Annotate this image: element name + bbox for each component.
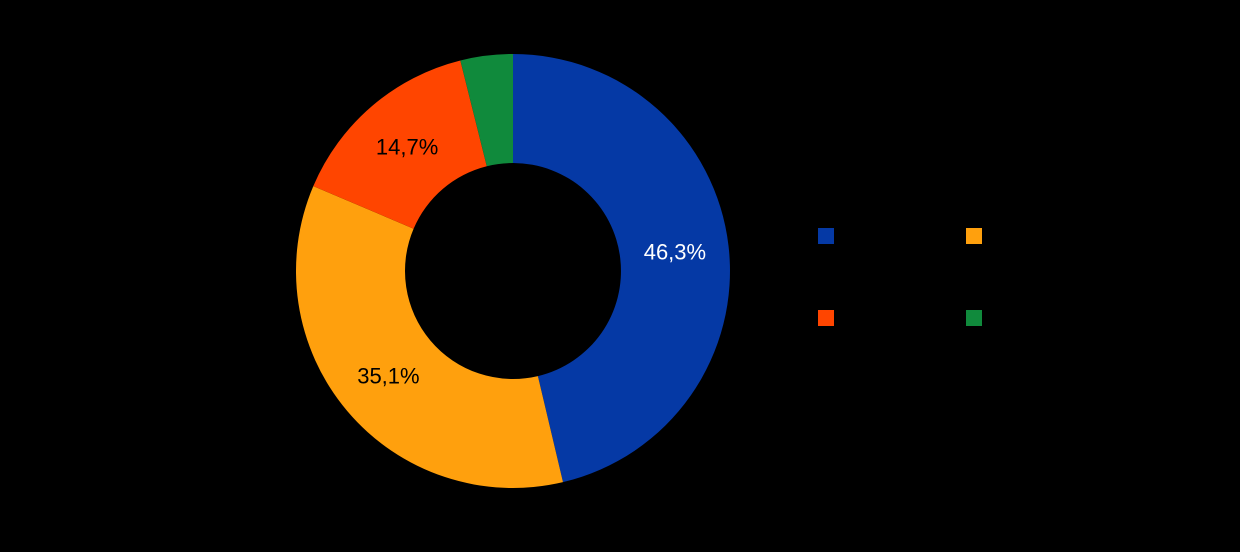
donut-slice-1 [513,54,730,483]
legend-swatch-1 [818,228,834,244]
legend-item-2 [966,228,990,244]
legend-item-1 [818,228,842,244]
donut-slice-3 [313,60,487,229]
chart-legend [818,228,1148,348]
slice-data-label-3: 14,7% [376,135,438,160]
donut-slice-2 [296,186,563,488]
slice-data-label-2: 35,1% [357,364,419,389]
slice-data-label-1: 46,3% [644,240,706,265]
legend-swatch-3 [818,310,834,326]
legend-item-3 [818,310,842,326]
legend-item-4 [966,310,990,326]
legend-swatch-4 [966,310,982,326]
donut-slice-4 [460,54,513,167]
legend-swatch-2 [966,228,982,244]
